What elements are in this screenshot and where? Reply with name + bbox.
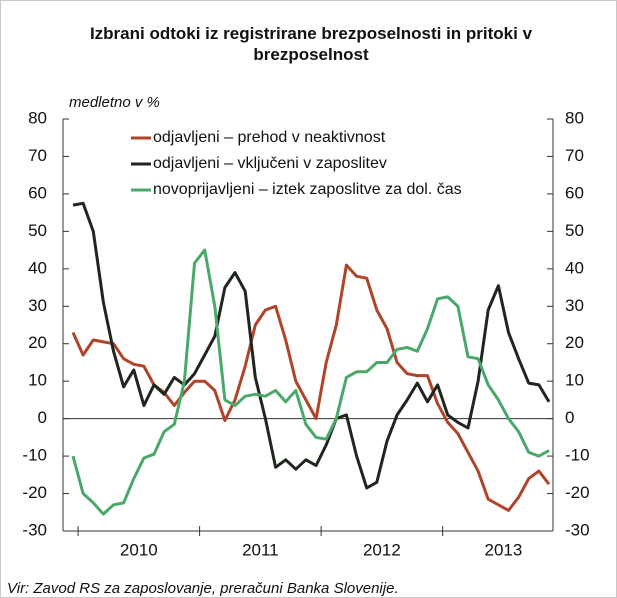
x-tick-label: 2012 [363,540,401,559]
legend-label: odjavljeni – prehod v neaktivnost [153,129,386,146]
y-tick-label: 10 [28,371,47,390]
y-tick-label: 20 [28,333,47,352]
y2-tick-label: 0 [565,408,574,427]
series-line [71,248,550,516]
y2-tick-label: 40 [565,258,584,277]
y-tick-label: -10 [22,446,47,465]
source: Vir: Zavod RS za zaposlovanje, preračuni… [7,580,399,597]
series-line [72,201,551,490]
y2-tick-label: -10 [565,446,590,465]
y-tick-label: 50 [28,221,47,240]
y2-tick-label: 80 [565,108,584,127]
chart-title: Izbrani odtoki iz registrirane brezposel… [89,24,533,64]
y2-tick-label: 20 [565,333,584,352]
subtitle: medletno v % [69,94,160,111]
y2-tick-label: 10 [565,371,584,390]
y2-tick-label: 30 [565,296,584,315]
y2-tick-label: -20 [565,483,590,502]
legend-label: novoprijavljeni – iztek zaposlitve za do… [153,181,462,198]
y-tick-label: 40 [28,258,47,277]
legend-label: odjavljeni – vključeni v zaposlitev [153,155,387,172]
y2-tick-label: -30 [565,520,590,539]
y-tick-label: 60 [28,183,47,202]
x-tick-label: 2011 [242,540,279,559]
y-tick-label: -20 [22,483,47,502]
y-tick-label: -30 [22,520,47,539]
series-line [71,263,551,512]
y2-tick-label: 60 [565,183,584,202]
x-tick-label: 2010 [120,540,158,559]
y-tick-label: 80 [28,108,47,127]
y-tick-label: 70 [28,146,47,165]
x-tick-label: 2013 [485,540,523,559]
y2-tick-label: 70 [565,146,584,165]
y2-tick-label: 50 [565,221,584,240]
y-tick-label: 0 [38,408,47,427]
y-tick-label: 30 [28,296,47,315]
